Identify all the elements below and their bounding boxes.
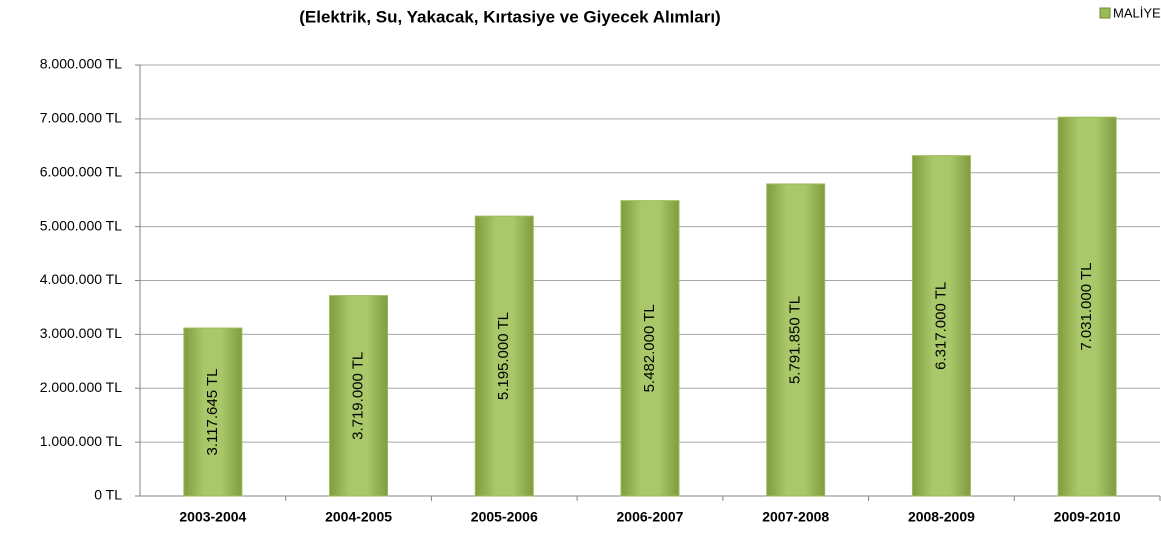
y-tick-label: 1.000.000 TL xyxy=(40,433,122,449)
bar xyxy=(766,183,826,497)
bar xyxy=(474,215,534,497)
value-label: 3.117.645 TL xyxy=(204,369,221,456)
y-tick-label: 3.000.000 TL xyxy=(40,325,122,341)
y-tick-label: 8.000.000 TL xyxy=(40,56,122,72)
x-tick-label: 2006-2007 xyxy=(617,509,684,525)
x-tick-label: 2009-2010 xyxy=(1054,509,1121,525)
legend-label: MALİYET xyxy=(1113,5,1161,20)
value-label: 5.195.000 TL xyxy=(495,312,512,400)
value-label: 5.482.000 TL xyxy=(641,304,658,392)
x-tick-label: 2005-2006 xyxy=(471,509,538,525)
y-tick-label: 7.000.000 TL xyxy=(40,110,122,126)
y-tick-label: 4.000.000 TL xyxy=(40,271,122,287)
value-label: 6.317.000 TL xyxy=(932,282,949,370)
bar xyxy=(183,327,243,497)
y-tick-label: 5.000.000 TL xyxy=(40,217,122,233)
y-tick-label: 6.000.000 TL xyxy=(40,163,122,179)
y-tick-label: 0 TL xyxy=(94,487,122,503)
legend-swatch xyxy=(1099,7,1111,19)
bar xyxy=(329,295,389,497)
bar xyxy=(911,155,971,497)
bar xyxy=(1057,116,1117,497)
x-tick-label: 2007-2008 xyxy=(762,509,829,525)
x-tick-label: 2003-2004 xyxy=(179,509,246,525)
x-tick-label: 2008-2009 xyxy=(908,509,975,525)
bar xyxy=(620,200,680,497)
value-label: 5.791.850 TL xyxy=(787,296,804,384)
chart-title: (Elektrik, Su, Yakacak, Kırtasiye ve Giy… xyxy=(299,7,720,26)
value-label: 3.719.000 TL xyxy=(350,352,367,440)
x-tick-label: 2004-2005 xyxy=(325,509,392,525)
y-tick-label: 2.000.000 TL xyxy=(40,379,122,395)
value-label: 7.031.000 TL xyxy=(1078,263,1095,351)
